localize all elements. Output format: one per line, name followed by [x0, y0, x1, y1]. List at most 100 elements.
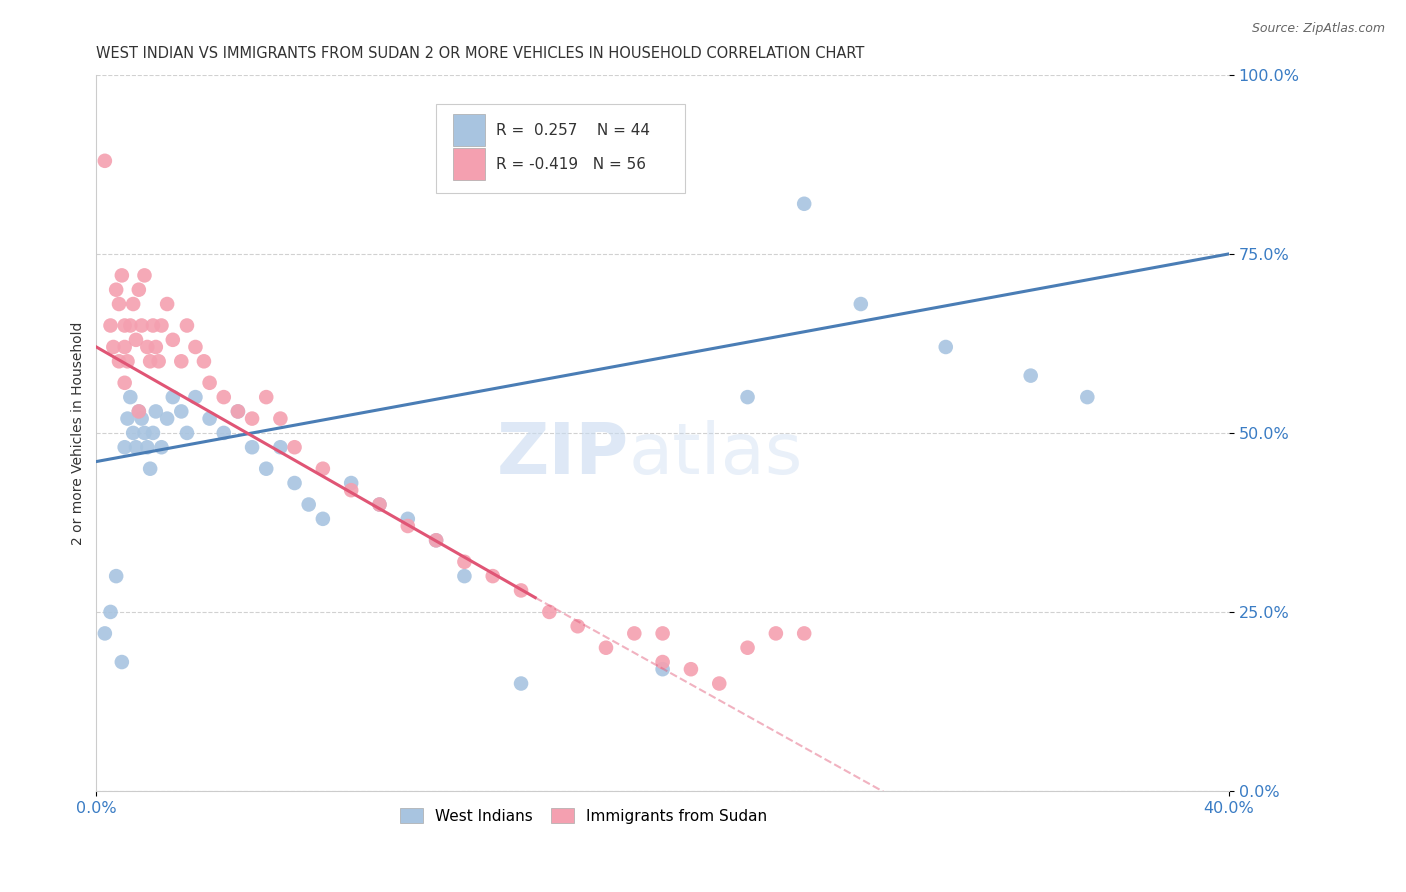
Point	[184, 390, 207, 404]
Point	[128, 404, 150, 418]
Point	[212, 425, 235, 440]
Point	[131, 318, 153, 333]
Point	[226, 404, 249, 418]
Point	[134, 425, 156, 440]
Point	[368, 498, 391, 512]
Point	[142, 425, 165, 440]
Text: R =  0.257    N = 44: R = 0.257 N = 44	[496, 122, 650, 137]
Point	[269, 440, 291, 454]
Point	[425, 533, 447, 548]
Point	[150, 318, 173, 333]
Point	[125, 440, 148, 454]
Point	[793, 196, 815, 211]
Legend: West Indians, Immigrants from Sudan: West Indians, Immigrants from Sudan	[394, 802, 773, 830]
Point	[737, 640, 759, 655]
Point	[312, 461, 335, 475]
Point	[103, 340, 125, 354]
Point	[125, 333, 148, 347]
FancyBboxPatch shape	[453, 148, 485, 180]
Point	[105, 283, 128, 297]
Point	[240, 411, 263, 425]
FancyBboxPatch shape	[436, 103, 685, 193]
Point	[510, 676, 533, 690]
Point	[184, 340, 207, 354]
Point	[198, 376, 221, 390]
Point	[150, 440, 173, 454]
Point	[117, 354, 139, 368]
Point	[162, 333, 184, 347]
Text: atlas: atlas	[628, 420, 803, 489]
Point	[765, 626, 787, 640]
Point	[340, 483, 363, 498]
Point	[139, 354, 162, 368]
Point	[396, 519, 419, 533]
Point	[623, 626, 645, 640]
Point	[935, 340, 957, 354]
Point	[170, 354, 193, 368]
Point	[134, 268, 156, 283]
Point	[312, 512, 335, 526]
Point	[122, 297, 145, 311]
Point	[145, 340, 167, 354]
Point	[1019, 368, 1042, 383]
Point	[111, 655, 134, 669]
Point	[595, 640, 617, 655]
Point	[226, 404, 249, 418]
Point	[108, 297, 131, 311]
Point	[396, 512, 419, 526]
Point	[651, 626, 673, 640]
Point	[368, 498, 391, 512]
Point	[136, 440, 159, 454]
FancyBboxPatch shape	[453, 113, 485, 145]
Point	[145, 404, 167, 418]
Point	[100, 605, 122, 619]
Point	[94, 153, 117, 168]
Point	[120, 390, 142, 404]
Point	[679, 662, 702, 676]
Point	[105, 569, 128, 583]
Point	[94, 626, 117, 640]
Point	[176, 425, 198, 440]
Point	[298, 498, 321, 512]
Point	[170, 404, 193, 418]
Point	[567, 619, 589, 633]
Point	[793, 626, 815, 640]
Point	[128, 404, 150, 418]
Point	[108, 354, 131, 368]
Point	[114, 440, 136, 454]
Point	[136, 340, 159, 354]
Point	[120, 318, 142, 333]
Point	[156, 411, 179, 425]
Point	[709, 676, 731, 690]
Point	[193, 354, 215, 368]
Point	[117, 411, 139, 425]
Point	[114, 376, 136, 390]
Point	[651, 655, 673, 669]
Point	[538, 605, 561, 619]
Point	[142, 318, 165, 333]
Point	[283, 476, 305, 491]
Text: Source: ZipAtlas.com: Source: ZipAtlas.com	[1251, 22, 1385, 36]
Point	[156, 297, 179, 311]
Point	[114, 340, 136, 354]
Point	[453, 569, 475, 583]
Point	[737, 390, 759, 404]
Point	[651, 662, 673, 676]
Point	[139, 461, 162, 475]
Point	[212, 390, 235, 404]
Point	[254, 461, 277, 475]
Point	[240, 440, 263, 454]
Point	[510, 583, 533, 598]
Point	[176, 318, 198, 333]
Text: ZIP: ZIP	[496, 420, 628, 489]
Point	[849, 297, 872, 311]
Point	[114, 318, 136, 333]
Point	[128, 283, 150, 297]
Point	[148, 354, 170, 368]
Point	[425, 533, 447, 548]
Point	[131, 411, 153, 425]
Point	[269, 411, 291, 425]
Point	[122, 425, 145, 440]
Point	[254, 390, 277, 404]
Point	[198, 411, 221, 425]
